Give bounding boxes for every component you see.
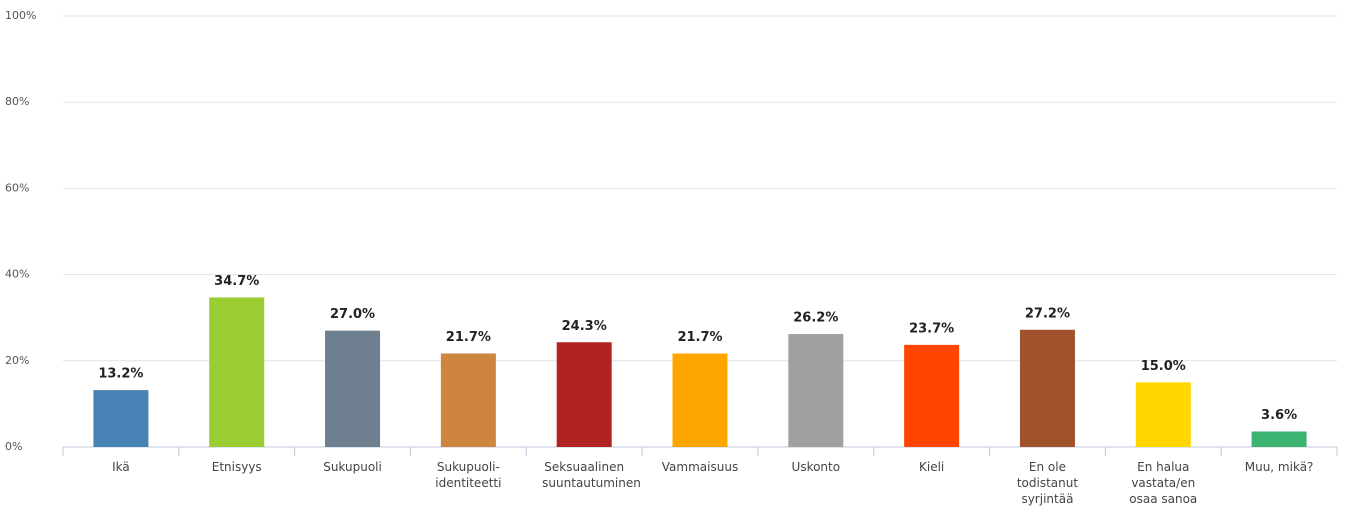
value-label: 26.2% xyxy=(793,311,838,326)
y-tick-label: 80% xyxy=(5,95,29,108)
bar xyxy=(1135,382,1191,447)
x-tick-label: Ikä xyxy=(112,460,130,474)
x-tick-label: En ole todistanut syrjintää xyxy=(1016,460,1079,506)
value-label: 24.3% xyxy=(562,319,607,334)
bar xyxy=(209,297,265,447)
y-tick-label: 0% xyxy=(5,440,22,453)
x-tick-label: Muu, mikä? xyxy=(1244,460,1314,474)
y-tick-label: 60% xyxy=(5,181,29,194)
bar xyxy=(325,330,381,447)
x-tick-label: Uskonto xyxy=(791,460,841,474)
x-tick-label: Etnisyys xyxy=(211,460,262,474)
value-label: 34.7% xyxy=(214,274,259,289)
x-tick-label: Sukupuoli xyxy=(323,460,382,474)
bar xyxy=(672,353,728,447)
bar xyxy=(904,344,960,447)
y-tick-label: 100% xyxy=(5,9,36,22)
value-label: 13.2% xyxy=(98,367,143,382)
x-tick-label: Kieli xyxy=(918,460,945,474)
bar xyxy=(1251,431,1307,447)
bar xyxy=(556,342,612,447)
x-tick-label: En halua vastata/en osaa sanoa xyxy=(1129,460,1198,506)
bar xyxy=(1019,329,1075,447)
value-label: 27.0% xyxy=(330,307,375,322)
bar xyxy=(93,390,149,447)
y-tick-label: 20% xyxy=(5,354,29,367)
bar xyxy=(788,334,844,447)
value-label: 21.7% xyxy=(446,330,491,345)
bar xyxy=(440,353,496,447)
value-label: 27.2% xyxy=(1025,306,1070,321)
value-label: 21.7% xyxy=(677,330,722,345)
value-label: 3.6% xyxy=(1261,408,1297,423)
x-tick-label: Seksuaalinen suuntautuminen xyxy=(542,460,641,490)
value-label: 15.0% xyxy=(1141,359,1186,374)
x-tick-label: Vammaisuus xyxy=(661,460,739,474)
value-label: 23.7% xyxy=(909,321,954,336)
y-tick-label: 40% xyxy=(5,268,29,281)
x-tick-label: Sukupuoli-identiteetti xyxy=(435,460,502,490)
